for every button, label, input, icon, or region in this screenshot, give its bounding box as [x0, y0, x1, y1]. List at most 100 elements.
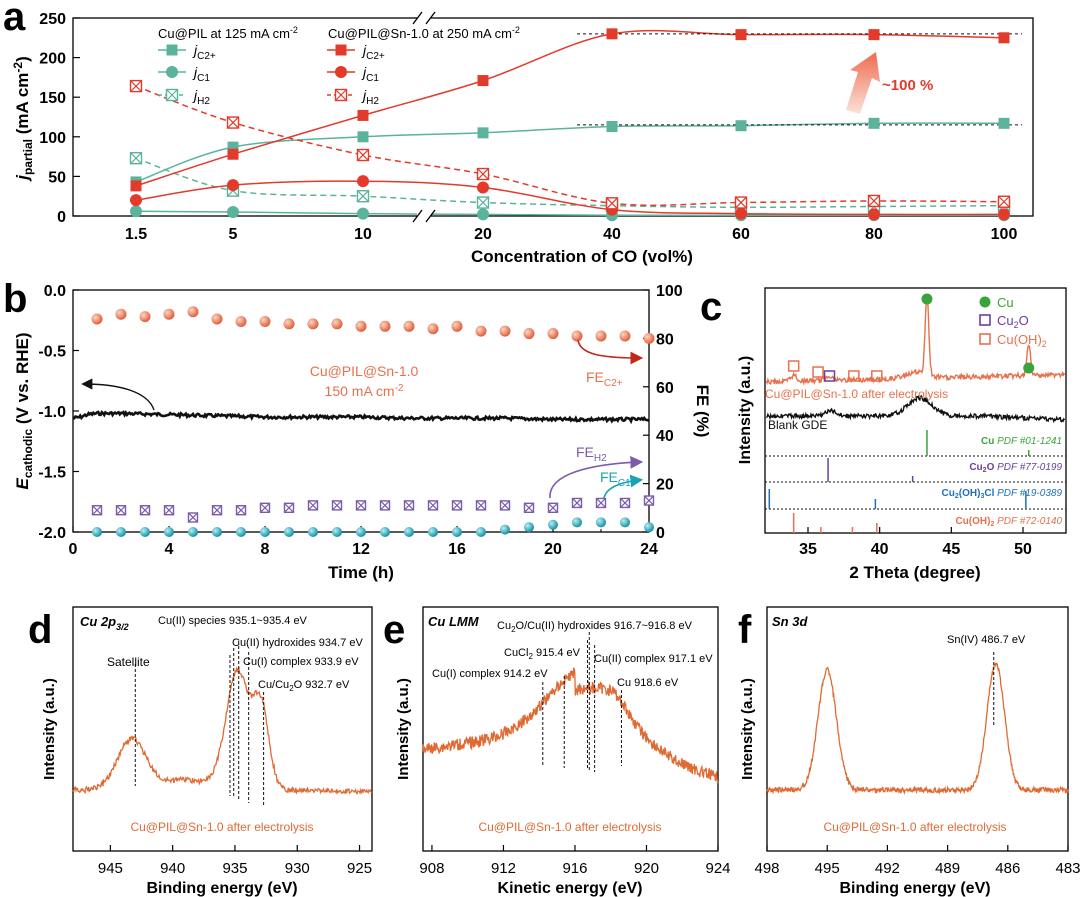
x-tick-label: 483	[1055, 860, 1080, 877]
marker-cross	[188, 512, 198, 523]
panel-c-reference-patterns	[768, 430, 1030, 533]
marker-fe-h2	[475, 500, 487, 511]
marker-c2+	[357, 131, 369, 143]
marker-c2+	[868, 117, 880, 129]
panel-b-markers	[91, 306, 655, 537]
marker-fe-h2	[163, 505, 175, 516]
marker-fe-c2	[499, 325, 511, 337]
marker-fe-c1	[500, 524, 510, 535]
panel-b-chart: 0 4 8 12 16 20 240.0-0.5-1.0-1.5-2.0 0204060801…	[13, 283, 712, 582]
legend-label-h2: jH2	[192, 87, 210, 107]
panel-a-x-label: Concentration of CO (vol%)	[471, 247, 693, 266]
marker-cross	[164, 505, 174, 516]
x-tick-label: 20	[544, 541, 562, 558]
panel-f-spectrum	[766, 662, 1069, 796]
marker-c2+	[998, 117, 1010, 129]
series-line-cu-pil-sn-1-0-h2	[135, 85, 1005, 207]
panel-c-frame	[764, 287, 1067, 534]
marker-fe-c2	[571, 330, 583, 342]
marker-h2	[129, 151, 143, 165]
marker-fe-c2	[211, 313, 223, 325]
marker-fe-c1	[260, 527, 270, 537]
marker-fe-h2	[523, 502, 535, 513]
marker-fe-h2	[259, 502, 271, 513]
ref-cu2oh3cl-label: Cu2(OH)3Cl PDF #19-0389	[942, 488, 1063, 500]
panel-d-annotation-3: Cu(I) complex 933.9 eV	[243, 656, 359, 668]
y-tick-label: 150	[39, 90, 66, 107]
xps-trace	[72, 666, 373, 796]
panel-c-chart: 35 40 45 50 2 Theta (degree) Intensity (a.u…	[737, 287, 1067, 582]
x-tick-label: 498	[754, 860, 779, 877]
potential-axis-arrow	[81, 378, 155, 411]
marker-cross	[476, 500, 486, 511]
panel-d-annotation-4: Cu/Cu2O 932.7 eV	[258, 679, 350, 693]
x-tick-label: 908	[419, 860, 444, 877]
x-tick-label: 489	[935, 860, 960, 877]
panel-label-e: e	[383, 608, 405, 652]
marker-h2	[734, 196, 748, 209]
panel-f-frame	[766, 606, 1069, 852]
y-tick-label: 250	[39, 11, 66, 28]
x-tick-label: 920	[634, 860, 659, 877]
panel-d-title: Cu 2p3/2	[80, 614, 129, 632]
marker-c2+	[735, 29, 747, 41]
marker-h2	[334, 88, 348, 102]
legend-cu2o-marker	[979, 314, 991, 326]
y-tick-label: 100	[39, 130, 66, 147]
marker-cross	[260, 502, 270, 513]
marker-fe-c1	[476, 527, 486, 537]
panel-label-f: f	[738, 608, 752, 652]
panel-e-x-label: Kinetic energy (eV)	[498, 880, 643, 897]
marker-fe-c1	[236, 527, 246, 537]
marker-fe-c2	[259, 315, 271, 327]
marker-c2+	[227, 141, 239, 153]
x-tick-label: 945	[98, 860, 123, 877]
y-left-tick-label: -1.5	[38, 465, 66, 482]
marker-cross	[452, 500, 462, 511]
panel-f-axes: 498 495 492 489 486 483	[754, 845, 1080, 877]
marker-fe-c2	[619, 330, 631, 342]
x-tick-label: 50	[1014, 541, 1032, 558]
marker-cross	[166, 89, 178, 101]
panel-e-chart: 908 912 916 920 924 Cu LMM Cu2O/Cu(II) hydro…	[395, 606, 731, 897]
y-left-tick-label: 0.0	[44, 283, 66, 300]
x-tick-label: 10	[354, 226, 372, 243]
marker-fe-h2	[331, 500, 343, 511]
panel-e-peak-lines	[542, 632, 622, 772]
marker-cross	[236, 505, 246, 516]
panel-c-trace-1-label: Cu@PIL@Sn-1.0 after electrolysis	[765, 387, 948, 401]
y-right-tick-label: 0	[656, 525, 665, 542]
panel-b-potential-trace	[72, 410, 650, 425]
x-tick-label: 4	[165, 541, 174, 558]
panel-label-b: b	[3, 277, 27, 321]
marker-fe-h2	[187, 512, 199, 523]
x-tick-label: 912	[491, 860, 516, 877]
marker-cross	[404, 500, 414, 511]
marker-fe-c2	[451, 320, 463, 332]
marker-fe-h2	[643, 495, 655, 506]
marker-cross	[130, 80, 142, 93]
axis-break-mark	[412, 209, 423, 223]
marker-cross	[868, 195, 880, 207]
marker-cross	[524, 502, 534, 513]
marker-c1	[130, 194, 142, 207]
marker-h2	[476, 167, 490, 181]
legend-label-h2: jH2	[361, 87, 379, 107]
marker-fe-h2	[307, 500, 319, 511]
marker-c2+	[166, 44, 178, 56]
marker-fe-c1	[140, 527, 150, 537]
peak-marker-cu	[921, 293, 933, 305]
marker-fe-h2	[355, 500, 367, 511]
marker-fe-h2	[571, 497, 583, 509]
marker-fe-c1	[620, 517, 630, 528]
axis-break-mark	[425, 11, 436, 25]
marker-cross	[357, 149, 369, 161]
series-line-cu-pil-c2+	[135, 122, 1005, 183]
legend-label-c2+: jC2+	[361, 42, 385, 62]
marker-c1	[130, 205, 142, 218]
fe-c2-label: FEC2+	[586, 369, 623, 389]
panel-a-markers	[129, 28, 1011, 222]
marker-fe-h2	[499, 500, 511, 511]
marker-fe-c1	[596, 517, 606, 528]
panel-b-axes: 0 4 8 12 16 20 240.0-0.5-1.0-1.5-2.0 0204060801…	[38, 283, 682, 558]
